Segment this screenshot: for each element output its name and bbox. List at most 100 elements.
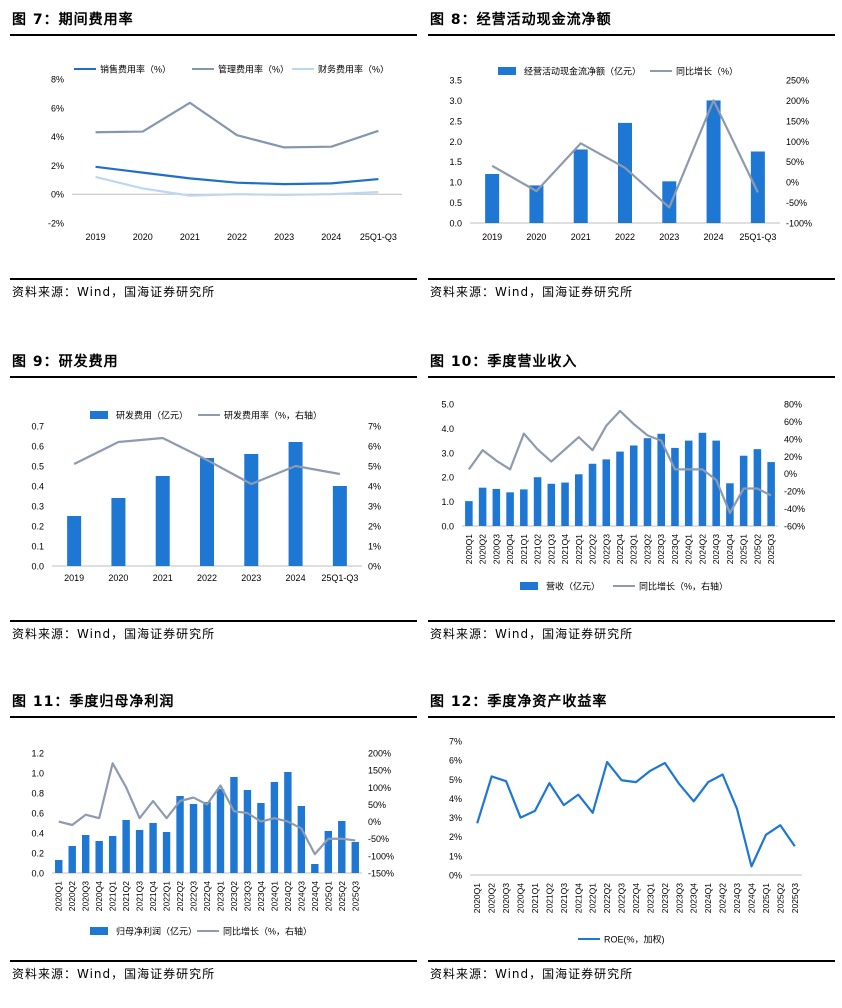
y-tick-label: 8% [51, 75, 64, 85]
x-tick-label: 2024Q1 [269, 881, 279, 912]
figure-9-panel: 图 9：研发费用 0.7 0.6 0.5 0.4 0.3 0.2 0.1 0.0 7% 6% 5% 4… [10, 348, 417, 668]
x-tick-label: 2020Q1 [54, 881, 64, 912]
bar [288, 442, 303, 566]
y-right-tick-label: 250% [786, 76, 809, 86]
y-left-tick-label: 0.0 [31, 869, 44, 879]
x-tick-label: 2019 [86, 232, 106, 242]
bar [68, 846, 76, 873]
figure-8-title-text: 图 8：经营活动现金流净额 [430, 12, 612, 28]
x-tick-label: 2020Q3 [501, 883, 511, 914]
bar [478, 487, 487, 526]
bar [189, 804, 198, 873]
figure-10-source: 资料来源：Wind，国海证券研究所 [428, 620, 835, 644]
y-right-tick-label: 4% [368, 482, 381, 492]
y-right-tick-label: 40% [784, 434, 802, 444]
y-left-tick-label: 2.0 [441, 473, 454, 483]
bar [575, 474, 583, 526]
bar [629, 445, 638, 526]
y-left-tick-label: 1.0 [441, 497, 454, 507]
figure-10-title: 图 10：季度营业收入 [428, 348, 835, 378]
bar [311, 864, 319, 873]
x-tick-label: 2020Q1 [472, 883, 482, 914]
figure-8-source: 资料来源：Wind，国海证券研究所 [428, 278, 835, 302]
x-tick-label: 2022Q1 [574, 534, 584, 565]
x-tick-label: 2022Q4 [202, 881, 212, 912]
legend-label: 财务费用率（%） [318, 64, 389, 75]
x-tick-label: 2025Q3 [790, 883, 800, 914]
y-tick-label: 5% [449, 775, 462, 785]
figure-11-source: 资料来源：Wind，国海证券研究所 [10, 960, 417, 984]
figure-9-svg: 0.7 0.6 0.5 0.4 0.3 0.2 0.1 0.0 7% 6% 5% 4% 3% 2% 1% 0%… [31, 410, 381, 584]
x-tick-label: 2025Q2 [752, 534, 762, 565]
x-tick-label: 2020Q1 [464, 534, 474, 565]
bar [750, 151, 765, 223]
bar [561, 482, 569, 526]
x-tick-label: 2024Q1 [703, 883, 713, 914]
y-left-tick-label: 0.4 [31, 482, 44, 492]
y-tick-label: 6% [449, 756, 462, 766]
x-tick-label: 2021Q2 [121, 881, 131, 912]
x-tick-label: 2024Q3 [711, 534, 721, 565]
bar [662, 181, 677, 223]
bar [95, 841, 103, 873]
y-right-tick-label: 100% [368, 783, 391, 793]
x-tick-label: 2025Q1 [739, 534, 749, 565]
x-tick-label: 2021Q1 [108, 881, 118, 912]
bar [573, 149, 588, 223]
bar [726, 483, 734, 526]
y-tick-label: 0% [51, 190, 64, 200]
y-right-tick-label: -150% [368, 869, 394, 879]
x-tick-label: 2022 [197, 573, 217, 583]
figure-11-title-text: 图 11：季度归母净利润 [12, 694, 175, 710]
x-tick-label: 2023 [274, 232, 294, 242]
x-tick-label: 2020 [108, 573, 128, 583]
legend-label: 经营活动现金流净额（亿元） [524, 66, 641, 77]
x-tick-label: 2024Q1 [684, 534, 694, 565]
bar [111, 498, 126, 566]
y-tick-label: 2% [51, 161, 64, 171]
figure-7-title-text: 图 7：期间费用率 [12, 12, 134, 28]
x-tick-label: 2024 [286, 573, 306, 583]
bar [216, 789, 225, 873]
y-right-tick-label: 80% [784, 400, 802, 410]
x-tick-label: 2020Q4 [94, 881, 104, 912]
figure-7-svg: 8% 6% 4% 2% 0% -2% 2019 2020 2021 2022 2023 2024 25Q… [48, 64, 402, 242]
bar [602, 459, 611, 526]
bar [351, 842, 359, 873]
y-right-tick-label: 1% [368, 542, 381, 552]
figure-7-chart: 8% 6% 4% 2% 0% -2% 2019 2020 2021 2022 2023 2024 25Q… [10, 36, 417, 278]
growth-line [467, 409, 772, 515]
bar [520, 489, 528, 526]
bar [492, 488, 501, 526]
bar [162, 832, 171, 873]
bar [230, 777, 238, 873]
x-tick-label: 2025Q1 [323, 881, 333, 912]
y-left-tick-label: 0.4 [31, 829, 44, 839]
y-right-tick-label: 60% [784, 417, 802, 427]
x-tick-label: 2020 [526, 232, 546, 242]
legend-swatch [520, 582, 538, 590]
x-tick-label: 2020Q4 [505, 534, 515, 565]
bar [200, 458, 214, 566]
bar [657, 433, 665, 526]
bar [81, 835, 90, 873]
x-tick-label: 25Q1-Q3 [321, 573, 358, 583]
x-tick-label: 2021Q3 [546, 534, 556, 565]
x-tick-label: 2020 [133, 232, 153, 242]
x-tick-label: 2020Q2 [487, 883, 497, 914]
y-left-tick-label: 3.0 [441, 448, 454, 458]
y-left-tick-label: 5.0 [441, 400, 454, 410]
x-tick-label: 2023Q4 [670, 534, 680, 565]
bar [108, 836, 117, 873]
bar [767, 462, 775, 526]
bar [465, 501, 473, 526]
x-tick-label: 2024Q2 [283, 881, 293, 912]
bar [149, 823, 157, 873]
y-right-tick-label: -50% [368, 834, 389, 844]
x-tick-label: 2022Q3 [601, 534, 611, 565]
bar [257, 803, 265, 873]
figure-8-panel: 图 8：经营活动现金流净额 3.5 3.0 2.5 2.0 1.5 1.0 0.5 0.0 25… [428, 6, 835, 326]
y-right-tick-label: 50% [786, 157, 804, 167]
x-tick-label: 2022Q3 [617, 883, 627, 914]
x-tick-label: 2025Q3 [766, 534, 776, 565]
